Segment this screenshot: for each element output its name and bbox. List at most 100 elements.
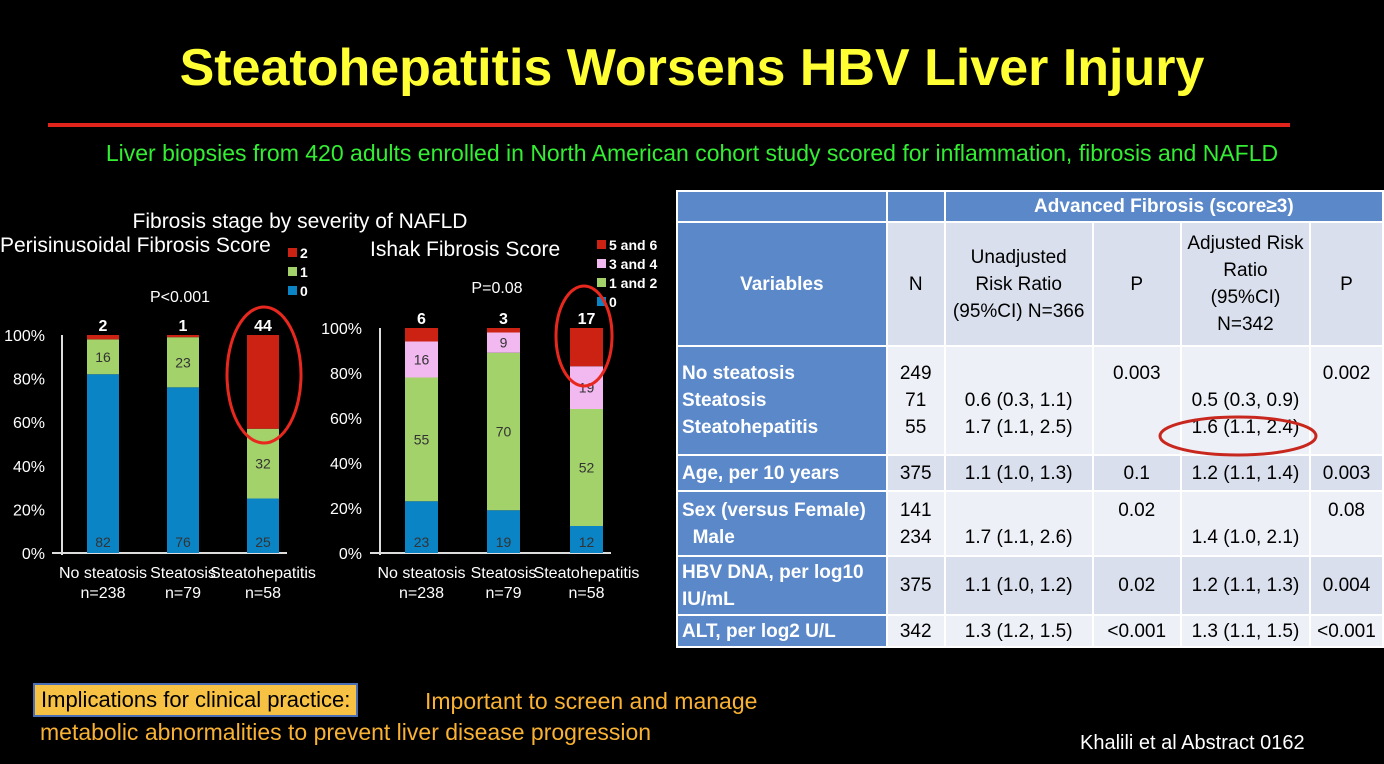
bar-segment — [487, 332, 520, 353]
cell-value — [1186, 497, 1305, 524]
bar-segment — [167, 337, 199, 388]
table-cell-var: No steatosis Steatosis Steatohepatitis — [676, 345, 888, 456]
table-cell-urr: 1.1 (1.0, 1.3) — [943, 454, 1094, 492]
bar-segment — [487, 328, 520, 333]
bar-segment — [570, 409, 603, 526]
cell-value: 0.08 — [1328, 499, 1365, 521]
y-tick-label: 100% — [4, 328, 45, 345]
cell-value: 1.2 (1.1, 1.3) — [1191, 575, 1300, 596]
y-tick-label: 40% — [13, 459, 45, 476]
data-label: 70 — [496, 424, 512, 440]
data-label: 6 — [417, 311, 426, 328]
table-cell-up: 0.1 — [1091, 454, 1182, 492]
risk-ratio-table: Advanced Fibrosis (score≥3) Variables N Una… — [676, 190, 1384, 648]
column-header: Adjusted Risk Ratio (95%CI) N=342 — [1179, 221, 1311, 347]
cell-value: 234 — [899, 526, 932, 548]
y-tick-label: 20% — [13, 502, 45, 519]
legend-swatch — [597, 278, 606, 287]
data-label: 52 — [579, 460, 595, 476]
legend-label: 1 — [300, 264, 308, 280]
cell-value — [1098, 524, 1176, 551]
highlight-ellipse — [554, 284, 614, 388]
table-row: Sex (versus Female) Male 141 234 1.7 (1.1, … — [676, 490, 1384, 557]
category-n-label: n=58 — [245, 585, 281, 602]
p-value: P<0.001 — [150, 289, 210, 306]
table-cell-urr: 1.3 (1.2, 1.5) — [943, 614, 1094, 648]
legend-swatch — [597, 240, 606, 249]
y-tick-label: 20% — [330, 501, 362, 518]
cell-value: 0.02 — [1118, 575, 1156, 596]
cell-value: Steatohepatitis — [682, 417, 819, 438]
table-cell-up: <0.001 — [1091, 614, 1182, 648]
category-label: No steatosis — [59, 565, 147, 582]
y-tick-label: 80% — [13, 372, 45, 389]
data-label: 1 — [179, 318, 188, 335]
data-label: 23 — [414, 534, 430, 550]
table-cell-ap: 0.08 — [1308, 490, 1384, 557]
cell-value: 1.1 (1.0, 1.3) — [964, 462, 1073, 484]
data-label: 12 — [579, 534, 595, 550]
chart-title: Perisinusoidal Fibrosis Score — [0, 234, 271, 257]
cell-value: 1.1 (1.0, 1.2) — [964, 575, 1073, 596]
legend-label: 3 and 4 — [609, 256, 657, 272]
table-cell-arr: 1.2 (1.1, 1.3) — [1179, 555, 1311, 616]
data-label: 9 — [500, 335, 508, 351]
cell-value: 1.3 (1.1, 1.5) — [1191, 620, 1300, 642]
table-cell-urr: 1.7 (1.1, 2.6) — [943, 490, 1094, 557]
cell-value — [1186, 360, 1305, 387]
bar-segment — [167, 387, 199, 553]
data-label: 23 — [175, 354, 191, 370]
table-cell-n: 375 — [885, 454, 946, 492]
bar-segment — [405, 328, 438, 342]
data-label: 82 — [95, 534, 111, 550]
category-label: Steatosis — [150, 565, 216, 582]
cell-value: 249 — [899, 363, 932, 384]
category-label: Steatohepatitis — [210, 565, 316, 582]
data-label: 17 — [578, 311, 596, 328]
category-n-label: n=238 — [399, 585, 444, 602]
cell-value: 1.7 (1.1, 2.5) — [964, 417, 1073, 438]
bar-segment — [87, 335, 119, 340]
bar-segment — [487, 352, 520, 511]
cell-value: No steatosis — [682, 363, 795, 384]
legend-swatch — [288, 286, 297, 295]
cell-value: 375 — [899, 575, 932, 596]
title-divider — [48, 123, 1290, 127]
cell-value: 141 — [899, 499, 932, 521]
column-header: N — [885, 221, 946, 347]
cell-value: 71 — [905, 390, 927, 411]
data-label: 16 — [95, 349, 111, 365]
slide-title: Steatohepatitis Worsens HBV Liver Injury — [179, 39, 1205, 97]
data-label: 76 — [175, 534, 191, 550]
cell-value: Male — [682, 526, 735, 548]
cell-value: 1.6 (1.1, 2.4) — [1191, 417, 1300, 438]
table-row: Age, per 10 years 375 1.1 (1.0, 1.3) 0.1 1.2… — [676, 454, 1384, 492]
cell-value: 1.3 (1.2, 1.5) — [964, 620, 1073, 642]
legend-swatch — [597, 259, 606, 268]
table-cell-n: 342 — [885, 614, 946, 648]
y-tick-label: 80% — [330, 366, 362, 383]
bar-segment — [167, 335, 199, 338]
cell-value: Steatosis — [682, 390, 767, 411]
cell-value: 0.6 (0.3, 1.1) — [964, 390, 1073, 411]
table-cell-ap: 0.004 — [1308, 555, 1384, 616]
table-cell-arr: 1.4 (1.0, 2.1) — [1179, 490, 1311, 557]
table-row: ALT, per log2 U/L 342 1.3 (1.2, 1.5) <0.001… — [676, 614, 1384, 648]
group-header: Advanced Fibrosis (score≥3) — [943, 190, 1384, 223]
column-header: P — [1091, 221, 1182, 347]
figure-title: Fibrosis stage by severity of NAFLD — [133, 210, 468, 233]
cell-value: Age, per 10 years — [682, 462, 840, 484]
category-label: No steatosis — [377, 565, 465, 582]
table-cell-up: 0.02 — [1091, 555, 1182, 616]
chart-title: Ishak Fibrosis Score — [370, 238, 560, 261]
bar-segment — [405, 501, 438, 553]
table-cell-arr: 0.5 (0.3, 0.9) 1.6 (1.1, 2.4) — [1179, 345, 1311, 456]
data-label: 19 — [579, 380, 595, 396]
table-cell-arr: 1.2 (1.1, 1.4) — [1179, 454, 1311, 492]
cell-value: 0.002 — [1322, 363, 1371, 384]
data-label: 19 — [496, 534, 512, 550]
bar-segment — [405, 341, 438, 378]
table-cell-var: Age, per 10 years — [676, 454, 888, 492]
slide-subtitle: Liver biopsies from 420 adults enrolled … — [105, 140, 1279, 166]
cell-value: 0.004 — [1322, 575, 1371, 596]
